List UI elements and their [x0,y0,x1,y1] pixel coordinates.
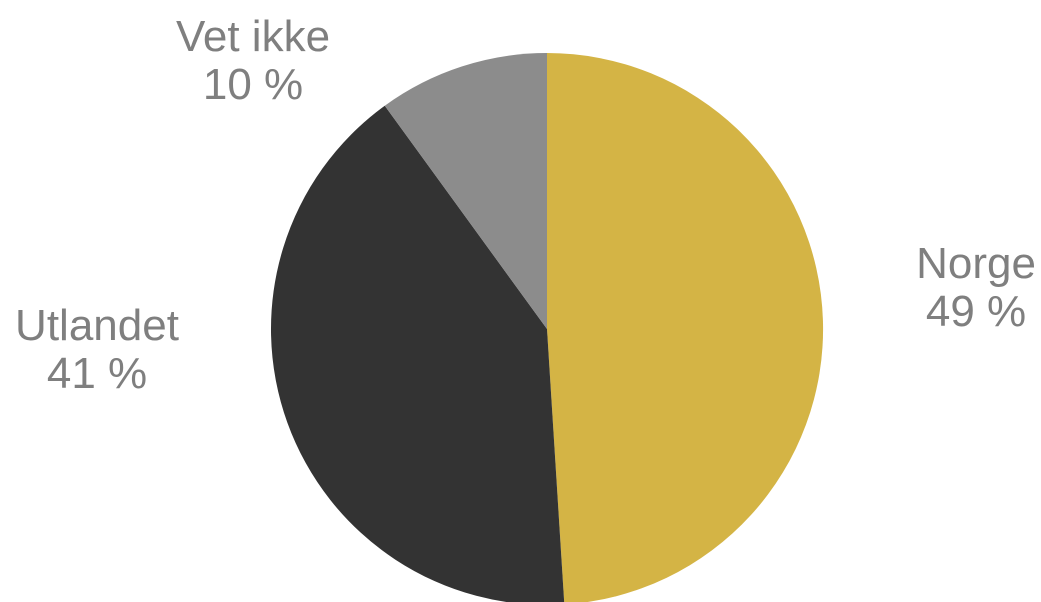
pie-slice-utlandet [270,105,565,602]
slice-label-name: Norge [916,239,1036,288]
slice-label-value: 49 % [926,287,1026,336]
slice-label-name: Vet ikke [176,12,330,61]
pie-slices [270,53,824,602]
slice-label-value: 41 % [47,349,147,398]
slice-label-name: Utlandet [15,301,179,350]
pie-slice-vet-ikke [384,53,547,329]
slice-label-value: 10 % [203,60,303,109]
pie-slice-norge [547,53,824,602]
